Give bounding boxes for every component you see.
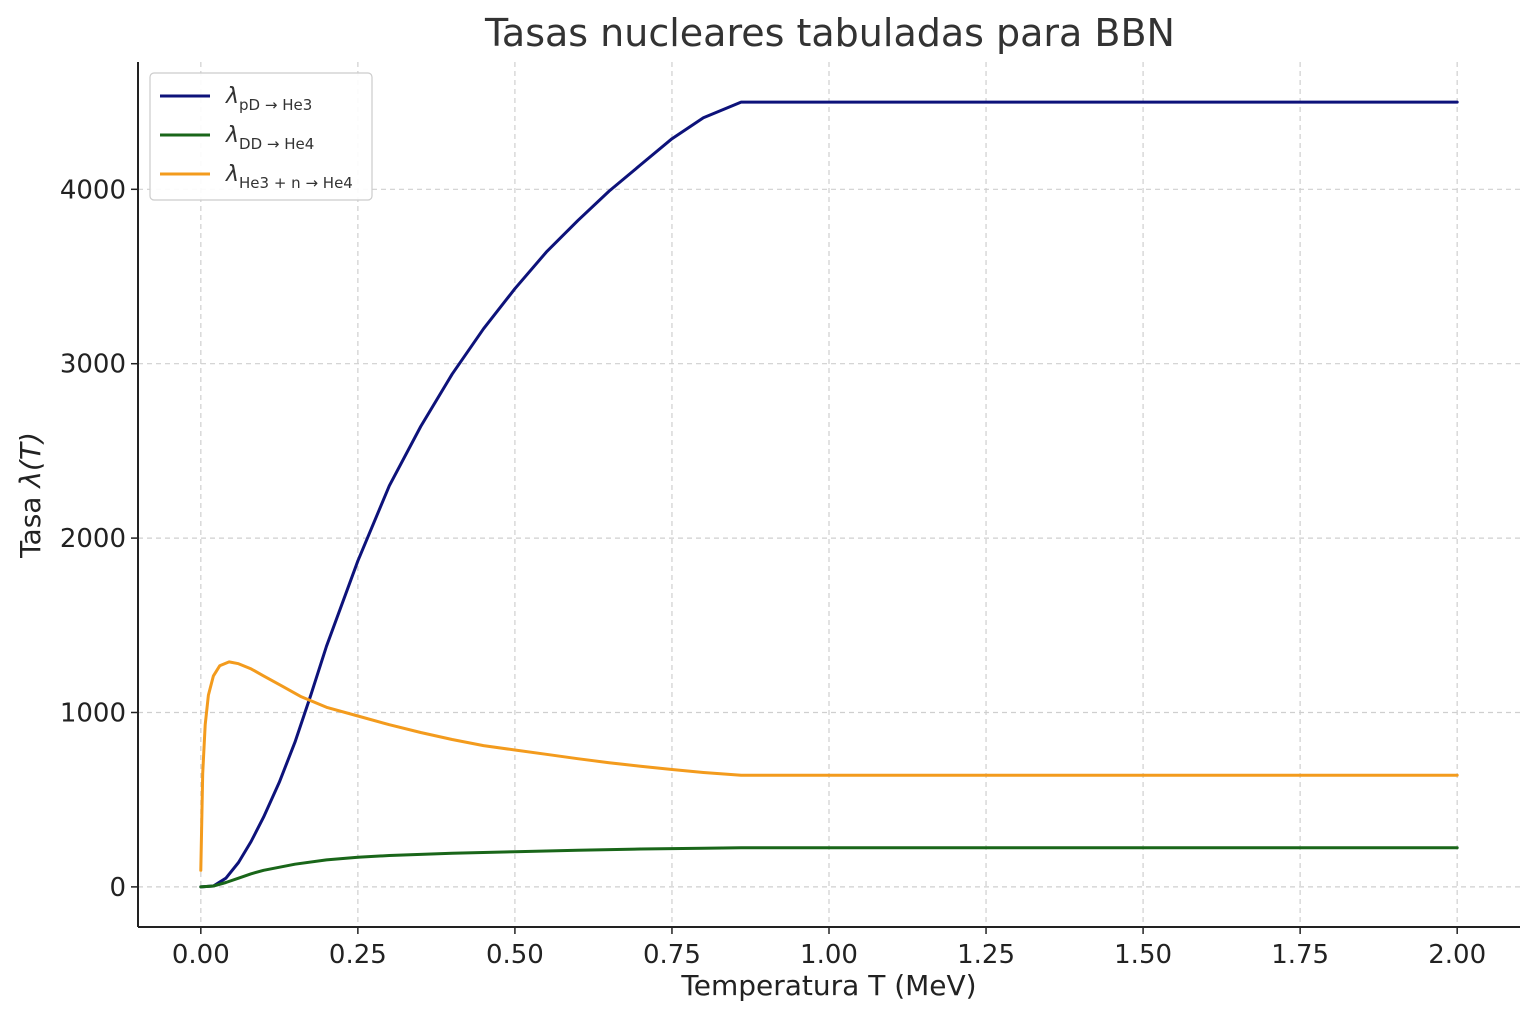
y-ticks: 0 1000 2000 3000 4000: [60, 175, 138, 903]
x-tick-label: 1.00: [800, 940, 858, 970]
series-line-3: [199, 660, 1459, 872]
y-tick-label: 2000: [60, 524, 126, 554]
y-axis-label: Tasa λ(T): [14, 432, 47, 559]
legend-label-subscript: DD → He4: [239, 135, 314, 153]
x-tick-label: 1.75: [1271, 940, 1329, 970]
legend-label-subscript: pD → He3: [239, 96, 312, 114]
legend-label-3: λHe3 + n → He4: [225, 162, 353, 192]
legend-label-symbol: λ: [225, 123, 239, 148]
legend-label-subscript: He3 + n → He4: [239, 174, 353, 192]
x-tick-label: 1.25: [957, 940, 1015, 970]
x-ticks: 0.00 0.25 0.50 0.75 1.00 1.25 1.50 1.75 2.00: [172, 927, 1486, 970]
legend-frame: [149, 72, 373, 201]
x-tick-label: 0.50: [486, 940, 544, 970]
series-line-1: [199, 100, 1459, 889]
grid: [138, 62, 1520, 927]
x-axis-label: Temperatura T (MeV): [680, 969, 976, 1002]
y-axis-label-prefix: Tasa: [14, 488, 47, 559]
legend-label-symbol: λ: [225, 162, 239, 187]
x-tick-label: 2.00: [1428, 940, 1486, 970]
legend-label-2: λDD → He4: [225, 123, 314, 153]
x-tick-label: 0.00: [172, 940, 230, 970]
legend-label-1: λpD → He3: [225, 84, 312, 114]
x-tick-label: 0.25: [329, 940, 387, 970]
chart-title: Tasas nucleares tabuladas para BBN: [484, 11, 1175, 55]
plot-lines: [199, 100, 1459, 889]
y-tick-label: 3000: [60, 350, 126, 380]
y-axis-label-math: λ(T): [14, 432, 47, 490]
y-tick-label: 0: [109, 873, 126, 903]
legend-label-symbol: λ: [225, 84, 239, 109]
x-tick-label: 0.75: [643, 940, 701, 970]
x-tick-label: 1.50: [1114, 940, 1172, 970]
y-tick-label: 4000: [60, 175, 126, 205]
series-line-2: [199, 846, 1459, 889]
y-tick-label: 1000: [60, 698, 126, 728]
